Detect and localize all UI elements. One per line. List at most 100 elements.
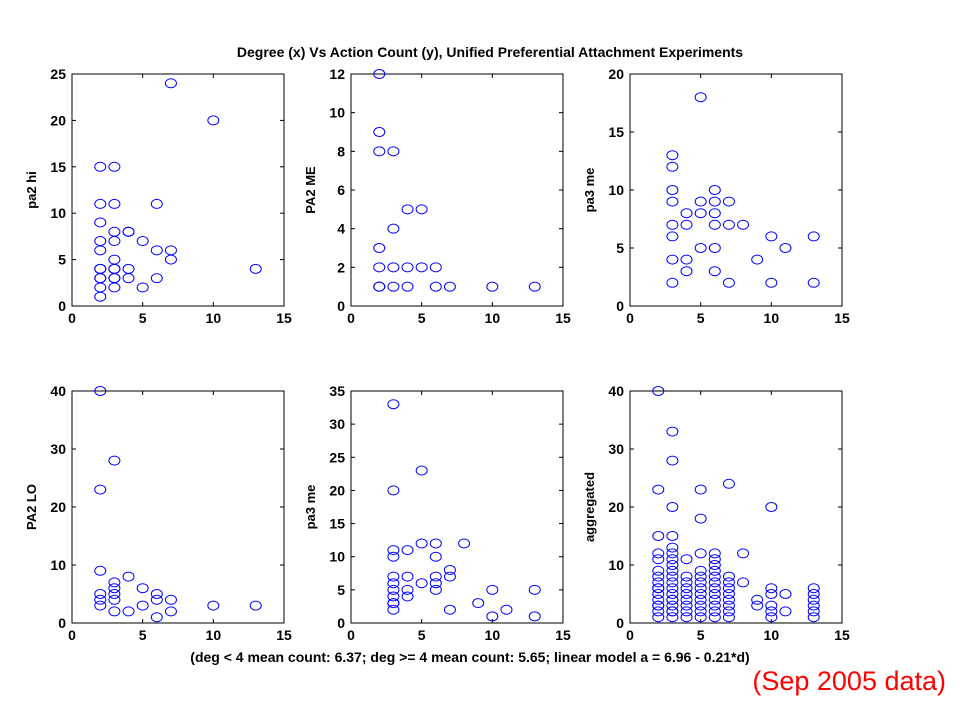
data-point xyxy=(136,583,149,594)
data-point xyxy=(122,263,135,274)
data-date-note: (Sep 2005 data) xyxy=(752,666,946,696)
data-point xyxy=(666,426,679,437)
data-point xyxy=(666,548,679,559)
data-point xyxy=(652,583,665,594)
data-point xyxy=(136,282,149,293)
y-axis-label: pa3 me xyxy=(582,168,597,213)
data-point xyxy=(680,577,693,588)
data-point xyxy=(708,571,721,582)
data-point xyxy=(94,198,107,209)
data-point xyxy=(680,600,693,611)
data-point xyxy=(807,589,820,599)
data-point xyxy=(387,578,400,589)
data-point xyxy=(694,600,707,611)
figure-title: Degree (x) Vs Action Count (y), Unified … xyxy=(236,44,744,60)
data-point xyxy=(401,204,414,215)
data-point xyxy=(807,231,820,242)
data-point xyxy=(150,594,163,605)
data-point xyxy=(207,600,220,611)
data-point xyxy=(694,594,707,605)
data-point xyxy=(694,606,707,617)
data-point xyxy=(666,254,679,265)
data-point xyxy=(807,612,820,623)
x-tick-label: 15 xyxy=(555,310,571,326)
data-point xyxy=(94,245,107,256)
panel-1: 0 5 10 15 0 5 10 15 20 25 pa2 hi xyxy=(24,66,292,326)
x-tick-label: 0 xyxy=(68,310,76,326)
data-point xyxy=(164,245,177,256)
data-point xyxy=(387,545,400,556)
data-point xyxy=(708,243,721,253)
data-point xyxy=(666,612,679,623)
plot-frame xyxy=(71,390,285,624)
data-point xyxy=(666,502,679,512)
y-tick-label: 0 xyxy=(616,298,624,314)
data-point xyxy=(694,548,707,559)
data-point xyxy=(807,606,820,617)
data-point xyxy=(443,571,456,582)
y-tick-label: 20 xyxy=(50,499,66,515)
plot-frame xyxy=(350,390,564,624)
data-point xyxy=(108,263,121,274)
data-point xyxy=(666,231,679,242)
x-tick-label: 0 xyxy=(68,627,76,643)
data-point xyxy=(94,594,107,605)
data-point xyxy=(136,600,149,611)
data-point xyxy=(136,236,149,247)
data-point xyxy=(94,161,107,172)
data-point xyxy=(401,545,414,556)
data-point xyxy=(528,584,541,595)
data-point xyxy=(751,594,764,605)
data-point xyxy=(401,584,414,595)
y-tick-label: 30 xyxy=(329,416,345,432)
data-point xyxy=(150,198,163,209)
data-point xyxy=(486,611,499,622)
data-point xyxy=(429,571,442,582)
y-tick-label: 12 xyxy=(329,66,345,82)
data-point xyxy=(666,196,679,207)
x-tick-label: 5 xyxy=(697,310,705,326)
data-point xyxy=(765,502,778,512)
data-point xyxy=(401,281,414,292)
data-point xyxy=(150,589,163,599)
data-point xyxy=(528,611,541,622)
data-point xyxy=(207,115,220,126)
data-point xyxy=(652,606,665,617)
y-tick-label: 15 xyxy=(608,124,624,140)
y-tick-label: 10 xyxy=(329,549,345,565)
data-point xyxy=(751,600,764,611)
y-tick-label: 0 xyxy=(58,298,66,314)
data-point xyxy=(387,262,400,273)
data-point xyxy=(249,600,262,611)
data-point xyxy=(666,554,679,565)
y-axis-label: aggregated xyxy=(582,472,597,542)
data-point xyxy=(373,127,386,137)
y-tick-label: 25 xyxy=(50,66,66,82)
data-point xyxy=(765,606,778,617)
y-tick-label: 30 xyxy=(608,441,624,457)
data-point xyxy=(652,571,665,582)
data-point xyxy=(415,262,428,273)
data-point xyxy=(652,565,665,576)
data-point xyxy=(387,223,400,234)
data-point xyxy=(666,531,679,541)
data-point xyxy=(108,254,121,265)
data-point xyxy=(164,606,177,617)
plot-frame xyxy=(629,73,843,307)
data-point xyxy=(122,571,135,582)
data-point xyxy=(708,196,721,207)
data-point xyxy=(122,606,135,617)
data-point xyxy=(722,577,735,588)
data-point xyxy=(108,455,121,466)
y-tick-label: 10 xyxy=(608,182,624,198)
data-point xyxy=(94,217,107,228)
data-point xyxy=(401,262,414,273)
data-point xyxy=(666,455,679,466)
data-point xyxy=(429,281,442,292)
x-tick-label: 0 xyxy=(347,310,355,326)
data-point xyxy=(108,606,121,617)
x-tick-label: 10 xyxy=(485,627,501,643)
plot-frame xyxy=(71,73,285,307)
panel-4: 0 5 10 15 0 10 20 30 40 PA2 LO xyxy=(24,383,292,643)
data-point xyxy=(666,277,679,288)
